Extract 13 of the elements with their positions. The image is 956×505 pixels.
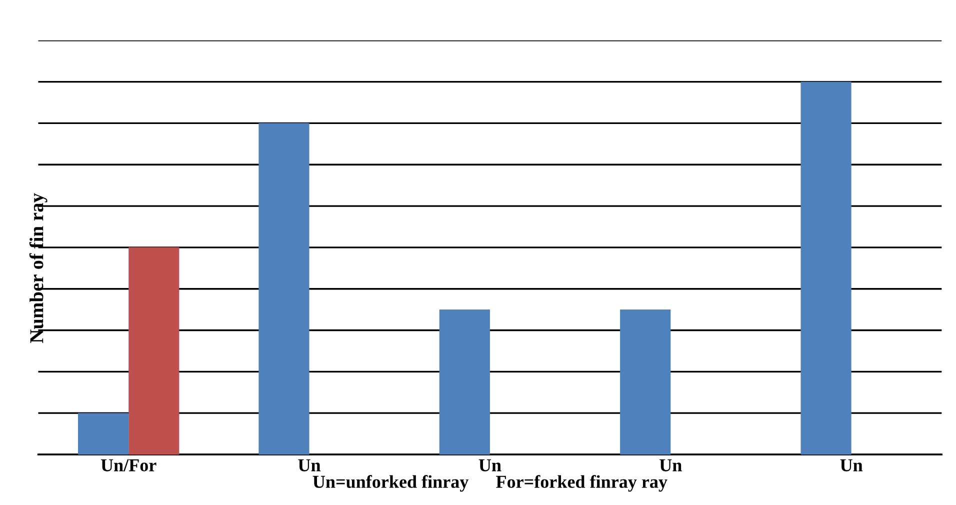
x-tick-label: Un — [298, 459, 321, 472]
bar — [78, 413, 129, 454]
x-tick-label: Un/For — [100, 459, 156, 472]
bar — [620, 310, 671, 454]
bar — [439, 310, 490, 454]
x-tick-label: Un — [478, 459, 502, 472]
bar — [258, 123, 310, 454]
x-tick-label: Un — [840, 459, 863, 472]
y-axis-title: Number of fin ray — [29, 193, 48, 343]
bar — [128, 247, 180, 454]
bar — [800, 82, 852, 454]
x-axis-title: Un=unforked finray For=forked finray ray — [312, 475, 668, 492]
x-tick-label: Un — [660, 459, 682, 472]
